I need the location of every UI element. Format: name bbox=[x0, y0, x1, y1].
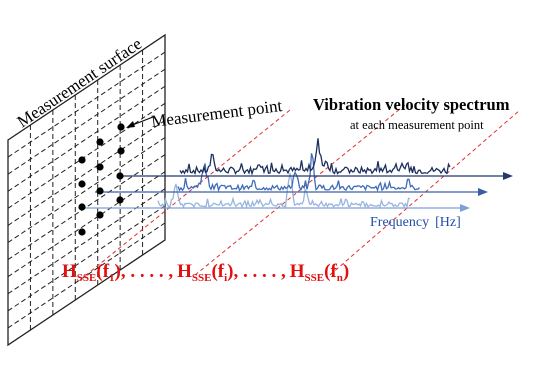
frequency-axes bbox=[82, 172, 513, 212]
spectrum-subtitle: at each measurement point bbox=[350, 118, 484, 132]
surface-grid bbox=[7, 50, 166, 330]
measurement-dot bbox=[116, 196, 124, 204]
measurement-surface bbox=[7, 33, 166, 347]
arrowhead-1 bbox=[503, 172, 513, 180]
spectrum-line-dark bbox=[179, 138, 451, 176]
spectrum-title: Vibration velocity spectrum bbox=[313, 95, 510, 114]
arrowhead-3 bbox=[460, 204, 470, 212]
h-sse-equation: HSSE(f1), . . . . , HSSE(fi), . . . . , HS… bbox=[62, 261, 349, 284]
measurement-dot bbox=[96, 138, 104, 146]
measurement-point-pointer bbox=[126, 116, 154, 128]
frequency-axis-label: Frequency [Hz] bbox=[370, 215, 461, 230]
measurement-dot bbox=[117, 147, 125, 155]
spectrum-line-mid bbox=[177, 153, 420, 193]
spectrum-line-light bbox=[157, 173, 411, 209]
projection-guides bbox=[79, 104, 521, 281]
measurement-points bbox=[78, 123, 125, 236]
measurement-dot bbox=[96, 163, 104, 171]
guide-line-1 bbox=[79, 109, 291, 281]
measurement-dot bbox=[96, 187, 104, 195]
arrowhead-2 bbox=[478, 188, 488, 196]
measurement-dot bbox=[117, 123, 125, 131]
measurement-dot bbox=[96, 211, 104, 219]
measurement-dot bbox=[78, 180, 86, 188]
measurement-dot bbox=[78, 203, 86, 211]
spectra-group bbox=[157, 138, 451, 209]
measurement-dot bbox=[78, 228, 86, 236]
guide-line-2 bbox=[194, 104, 406, 276]
measurement-dot bbox=[116, 172, 124, 180]
measurement-dot bbox=[78, 156, 86, 164]
measurement-point-label: Measurement point bbox=[150, 96, 283, 131]
